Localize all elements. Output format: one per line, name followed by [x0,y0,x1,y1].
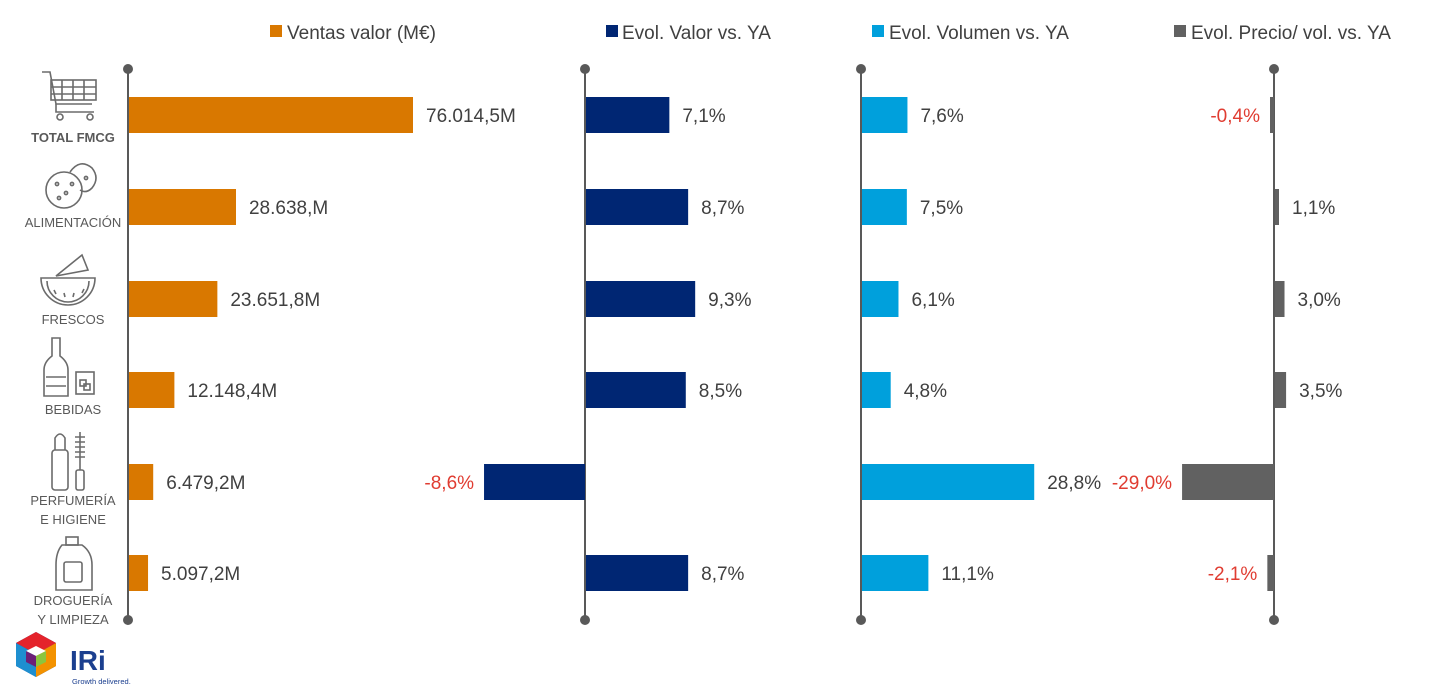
cookie-icon [45,163,97,209]
data-label: 8,5% [699,381,742,402]
bar [862,464,1035,500]
legend-swatch [606,25,618,37]
bar [1182,464,1274,500]
bottle-glass-icon [43,337,95,397]
bar [1270,97,1274,133]
data-label: 5.097,2M [161,564,240,585]
bar [862,97,908,133]
bar [862,555,929,591]
data-label: -8,6% [424,473,474,494]
bar [129,97,413,133]
bar [129,189,236,225]
data-label: 8,7% [701,198,744,219]
bar [862,189,907,225]
data-label: 11,1% [941,564,994,585]
legend-label: Evol. Valor vs. YA [622,23,771,44]
axis-end-dot [580,615,590,625]
category-label: FRESCOS [42,312,105,327]
legend-swatch [1174,25,1186,37]
bar [586,281,696,317]
data-label: -2,1% [1208,564,1258,585]
data-label: 76.014,5M [426,106,516,127]
axis-end-dot [580,64,590,74]
bar [586,97,670,133]
detergent-bottle-icon [55,536,93,591]
data-label: 28,8% [1047,473,1101,494]
data-label: 7,5% [920,198,963,219]
data-label: 7,1% [682,106,725,127]
bar [862,372,891,408]
iri-logo: IRi Growth delivered. [16,632,131,686]
data-label: 6,1% [911,290,954,311]
bar [1267,555,1274,591]
axis-end-dot [856,615,866,625]
bar [129,464,154,500]
data-label: 28.638,M [249,198,328,219]
bar [586,372,686,408]
series-3: Evol. Volumen vs. YA 7,6% 7,5% 6,1% 4,8% 28,8… [856,23,1101,625]
data-label: 23.651,8M [230,290,320,311]
category-label: E HIGIENE [40,512,106,527]
shopping-cart-icon [42,71,97,121]
category-label: Y LIMPIEZA [37,612,109,627]
plot-area: Ventas valor (M€) 76.014,5M 28.638,M 23.651… [25,23,1392,627]
bar [129,555,149,591]
data-label: 3,0% [1298,290,1341,311]
data-label: 6.479,2M [166,473,245,494]
bar [586,189,689,225]
legend-label: Evol. Precio/ vol. vs. YA [1191,23,1391,44]
bar [586,555,689,591]
category-label: DROGUERÍA [34,593,113,608]
data-label: 9,3% [708,290,751,311]
category-label: TOTAL FMCG [31,130,115,145]
toiletries-icon [51,432,85,491]
bar [862,281,899,317]
data-label: -29,0% [1112,473,1172,494]
category-label: ALIMENTACIÓN [25,215,122,230]
axis-end-dot [1269,615,1279,625]
data-label: 8,7% [701,564,744,585]
axis-end-dot [1269,64,1279,74]
legend-swatch [270,25,282,37]
bar [1275,189,1279,225]
axis-end-dot [123,64,133,74]
axis-end-dot [123,615,133,625]
bar [1275,281,1285,317]
axis-end-dot [856,64,866,74]
series-2: Evol. Valor vs. YA 7,1% 8,7% 9,3% 8,5% -8,6% 8… [424,23,771,625]
logo-tagline: Growth delivered. [72,677,131,686]
data-label: 7,6% [920,106,963,127]
legend-label: Evol. Volumen vs. YA [889,23,1069,44]
data-label: 4,8% [904,381,947,402]
data-label: 12.148,4M [187,381,277,402]
bar [129,281,218,317]
data-label: 1,1% [1292,198,1335,219]
watermelon-slice-icon [40,253,96,306]
data-label: 3,5% [1299,381,1342,402]
legend-label: Ventas valor (M€) [287,23,436,44]
bar [484,464,585,500]
data-label: -0,4% [1210,106,1260,127]
series-1: Ventas valor (M€) 76.014,5M 28.638,M 23.651… [123,23,516,625]
bar [129,372,175,408]
legend-swatch [872,25,884,37]
bar [1275,372,1287,408]
category-label: PERFUMERÍA [30,493,116,508]
category-label: BEBIDAS [45,402,102,417]
logo-text: IRi [70,645,106,676]
series-4: Evol. Precio/ vol. vs. YA -0,4% 1,1% 3,0% 3,… [1112,23,1391,625]
